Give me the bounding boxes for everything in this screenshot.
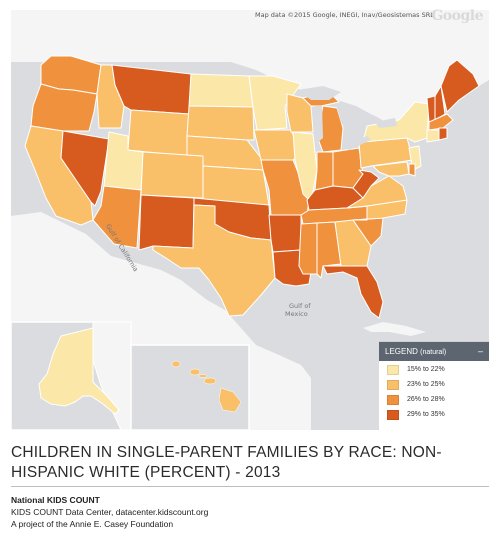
state-maine xyxy=(440,59,480,113)
great-lakes xyxy=(297,86,397,150)
state-new-mexico xyxy=(138,194,195,251)
choropleth-map[interactable]: Gulf of California Gulf of Mexico xyxy=(11,10,489,430)
legend-item: 29% to 35% xyxy=(387,408,489,421)
state-new-hampshire xyxy=(434,85,446,121)
state-kansas xyxy=(202,165,270,206)
state-maryland xyxy=(372,161,410,177)
lake-ontario xyxy=(375,118,397,128)
map-attribution: Map data ©2015 Google, INEGI, Inav/Geosi… xyxy=(255,11,434,19)
map-legend: LEGEND (natural) – 15% to 22% 23% to 25%… xyxy=(379,341,489,431)
state-hawaii xyxy=(218,387,242,413)
alaska-inset xyxy=(11,321,132,430)
state-west-virginia xyxy=(352,169,380,199)
state-wyoming xyxy=(127,109,190,157)
state-hawaii-oahu xyxy=(189,368,201,376)
legend-item: 26% to 28% xyxy=(387,393,489,406)
source-line-2: A project of the Annie E. Casey Foundati… xyxy=(11,519,174,529)
legend-swatch-1 xyxy=(387,364,399,375)
state-south-dakota xyxy=(186,105,255,141)
legend-label: 23% to 25% xyxy=(407,381,445,388)
land-canada xyxy=(11,10,489,128)
hawaii-inset-frame xyxy=(130,344,250,430)
divider xyxy=(11,486,489,487)
map-title: CHILDREN IN SINGLE-PARENT FAMILIES BY RA… xyxy=(11,444,442,481)
lake-huron xyxy=(337,106,357,132)
google-logo: Google xyxy=(431,8,483,24)
state-mississippi xyxy=(298,222,318,275)
legend-header[interactable]: LEGEND (natural) – xyxy=(379,342,489,361)
land-cuba xyxy=(363,322,426,336)
source-line-1: KIDS COUNT Data Center, datacenter.kidsc… xyxy=(11,507,209,517)
state-hawaii-kauai xyxy=(171,360,181,368)
legend-swatch-4 xyxy=(387,409,399,420)
state-arkansas xyxy=(268,214,302,253)
legend-swatch-3 xyxy=(387,394,399,405)
legend-label: 26% to 28% xyxy=(407,396,445,403)
legend-label: 29% to 35% xyxy=(407,411,445,418)
gulf-mexico-label-2: Mexico xyxy=(285,310,308,318)
state-georgia xyxy=(334,219,372,267)
legend-item: 15% to 22% xyxy=(387,363,489,376)
hawaii-inset xyxy=(130,344,250,430)
state-indiana xyxy=(314,151,334,191)
legend-title: LEGEND xyxy=(385,347,418,356)
map-canvas: Gulf of California Gulf of Mexico xyxy=(11,10,489,430)
legend-subtitle: (natural) xyxy=(420,349,447,356)
gulf-mexico-label-1: Gulf of xyxy=(289,302,311,310)
state-colorado xyxy=(140,151,204,199)
state-massachusetts xyxy=(428,113,454,131)
state-oregon xyxy=(30,83,98,132)
land-canada-inset xyxy=(92,321,132,430)
states xyxy=(24,55,480,319)
lake-superior xyxy=(297,86,341,100)
legend-collapse-icon[interactable]: – xyxy=(477,346,483,356)
state-virginia xyxy=(346,175,408,209)
lake-michigan xyxy=(314,106,323,142)
lake-erie xyxy=(343,136,371,150)
legend-label: 15% to 22% xyxy=(407,366,445,373)
state-minnesota xyxy=(248,75,302,131)
legend-swatch-2 xyxy=(387,379,399,390)
state-connecticut xyxy=(426,129,440,143)
state-rhode-island xyxy=(438,127,448,141)
source-org: National KIDS COUNT xyxy=(11,495,100,505)
legend-item: 23% to 25% xyxy=(387,378,489,391)
state-delaware xyxy=(408,163,416,177)
state-hawaii-maui xyxy=(203,377,217,385)
state-texas xyxy=(152,204,276,317)
state-north-dakota xyxy=(188,73,254,108)
state-hawaii-molokai xyxy=(198,374,208,378)
source-credit: National KIDS COUNT KIDS COUNT Data Cent… xyxy=(11,494,208,530)
state-florida xyxy=(322,265,384,319)
state-alaska xyxy=(38,327,120,415)
state-vermont xyxy=(426,95,436,123)
